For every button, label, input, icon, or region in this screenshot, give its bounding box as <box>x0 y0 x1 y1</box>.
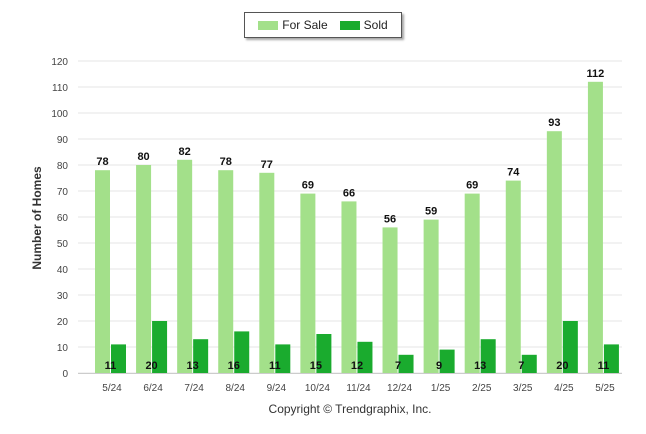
data-label-sold: 12 <box>351 360 363 372</box>
y-tick-label: 20 <box>57 317 69 328</box>
x-tick-label: 3/25 <box>513 383 533 394</box>
bar-for-sale <box>177 159 193 373</box>
bar-sold <box>562 321 578 373</box>
data-label-for-sale: 80 <box>137 151 149 163</box>
x-tick-label: 11/24 <box>346 383 371 394</box>
data-label-for-sale: 69 <box>302 180 314 192</box>
bar-sold <box>152 321 168 373</box>
bar-for-sale <box>259 172 275 373</box>
data-label-for-sale: 69 <box>466 180 478 192</box>
data-label-sold: 16 <box>228 360 240 372</box>
data-label-for-sale: 82 <box>179 146 191 158</box>
data-label-for-sale: 77 <box>261 159 273 171</box>
x-tick-label: 1/25 <box>431 383 451 394</box>
y-tick-label: 30 <box>57 291 69 302</box>
y-tick-label: 80 <box>57 161 69 172</box>
bar-sold <box>111 344 126 373</box>
data-label-for-sale: 78 <box>96 156 108 168</box>
bar-sold <box>193 339 209 373</box>
y-tick-label: 120 <box>51 57 68 68</box>
data-label-for-sale: 78 <box>220 156 232 168</box>
y-tick-label: 110 <box>52 83 68 94</box>
y-tick-label: 0 <box>62 369 68 380</box>
bar-for-sale <box>218 170 234 373</box>
y-tick-label: 40 <box>57 265 69 276</box>
data-label-sold: 9 <box>436 360 442 372</box>
y-tick-label: 10 <box>57 343 69 354</box>
bar-for-sale <box>300 193 316 373</box>
x-tick-label: 9/24 <box>267 383 287 394</box>
data-label-for-sale: 93 <box>548 117 560 129</box>
y-tick-label: 70 <box>57 187 69 198</box>
data-label-sold: 13 <box>187 360 199 372</box>
data-label-for-sale: 59 <box>425 206 437 218</box>
bar-sold <box>398 354 414 373</box>
bar-for-sale <box>464 193 480 373</box>
bar-sold <box>480 339 496 373</box>
bar-for-sale <box>382 227 398 373</box>
x-tick-label: 5/25 <box>595 383 615 394</box>
bar-sold <box>234 331 250 373</box>
bar-sold <box>603 344 619 373</box>
x-tick-label: 2/25 <box>472 383 492 394</box>
bar-sold <box>439 349 455 373</box>
legend-item-for-sale: For Sale <box>258 18 328 32</box>
legend-swatch-sold <box>339 20 360 30</box>
data-label-sold: 15 <box>310 360 322 372</box>
bar-for-sale <box>587 81 603 374</box>
bar-for-sale <box>505 180 521 373</box>
x-tick-label: 12/24 <box>387 383 412 394</box>
bar-sold <box>357 341 373 373</box>
bar-for-sale <box>341 201 357 373</box>
legend-swatch-for-sale <box>258 20 279 30</box>
data-label-for-sale: 56 <box>384 213 396 225</box>
bar-for-sale <box>423 219 439 373</box>
copyright-text: Copyright © Trendgraphix, Inc. <box>268 402 432 416</box>
y-tick-label: 60 <box>57 213 69 224</box>
x-tick-label: 8/24 <box>225 383 245 394</box>
bar-sold <box>316 334 332 373</box>
x-tick-label: 6/24 <box>143 383 163 394</box>
legend-item-sold: Sold <box>339 18 388 32</box>
legend-label-sold: Sold <box>363 18 388 32</box>
bar-for-sale <box>95 170 110 373</box>
data-label-sold: 11 <box>598 360 610 372</box>
y-tick-label: 100 <box>51 109 68 120</box>
data-label-sold: 20 <box>556 360 568 372</box>
bar-for-sale <box>136 165 152 373</box>
data-label-sold: 13 <box>474 360 486 372</box>
legend: For Sale Sold <box>244 12 402 38</box>
data-label-sold: 7 <box>518 360 524 372</box>
y-tick-label: 90 <box>57 135 69 146</box>
data-label-sold: 7 <box>395 360 401 372</box>
x-tick-label: 7/24 <box>184 383 204 394</box>
y-tick-label: 50 <box>57 239 69 250</box>
data-label-for-sale: 112 <box>587 68 605 80</box>
x-tick-label: 4/25 <box>554 383 574 394</box>
x-tick-label: 5/24 <box>102 383 122 394</box>
bar-sold <box>275 344 291 373</box>
bar-sold <box>521 354 537 373</box>
data-label-sold: 11 <box>105 360 117 372</box>
data-label-sold: 11 <box>269 360 281 372</box>
x-tick-label: 10/24 <box>305 383 330 394</box>
data-label-for-sale: 74 <box>507 167 520 179</box>
legend-label-for-sale: For Sale <box>282 18 328 32</box>
data-label-sold: 20 <box>145 360 157 372</box>
bar-for-sale <box>546 131 562 373</box>
data-label-for-sale: 66 <box>343 187 355 199</box>
